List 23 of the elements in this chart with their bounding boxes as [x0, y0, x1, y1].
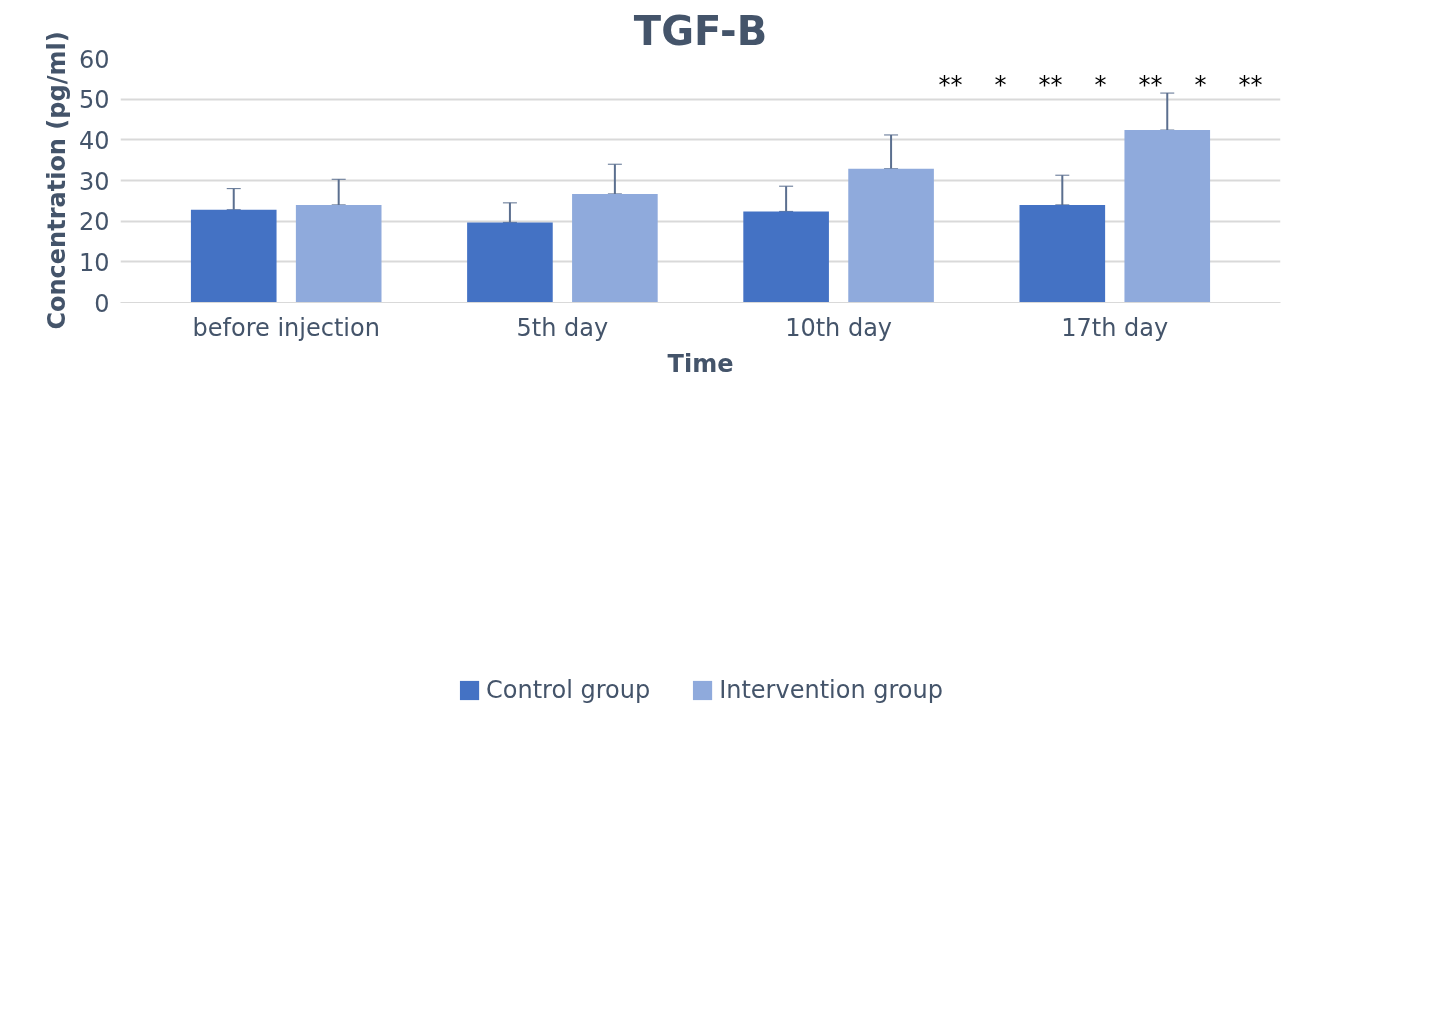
y-tick-label: 20 — [78, 208, 110, 237]
annotation: ** — [1238, 70, 1263, 99]
annotation: * — [1194, 70, 1207, 99]
y-tick-label: 60 — [78, 45, 110, 74]
legend-label: Intervention group — [719, 676, 943, 704]
y-tick-label: 30 — [78, 167, 110, 196]
legend-label: Control group — [486, 676, 651, 704]
y-tick-label: 50 — [78, 86, 110, 115]
y-tick-label: 10 — [78, 248, 110, 277]
y-tick-label: 0 — [94, 289, 110, 318]
x-axis-title: Time — [667, 349, 734, 378]
annotation: ** — [1038, 70, 1063, 99]
annotation: ** — [938, 70, 963, 99]
chart-title: TGF-B — [633, 7, 768, 54]
x-tick-label: 17th day — [1061, 313, 1169, 342]
y-tick-label: 40 — [78, 126, 110, 155]
annotation: * — [994, 70, 1007, 99]
annotation: ** — [1138, 70, 1163, 99]
y-axis-title: Concentration (pg/ml) — [42, 31, 71, 330]
x-tick-label: before injection — [192, 313, 380, 342]
x-tick-label: 5th day — [516, 313, 609, 342]
x-tick-label: 10th day — [785, 313, 893, 342]
annotation: * — [1094, 70, 1107, 99]
